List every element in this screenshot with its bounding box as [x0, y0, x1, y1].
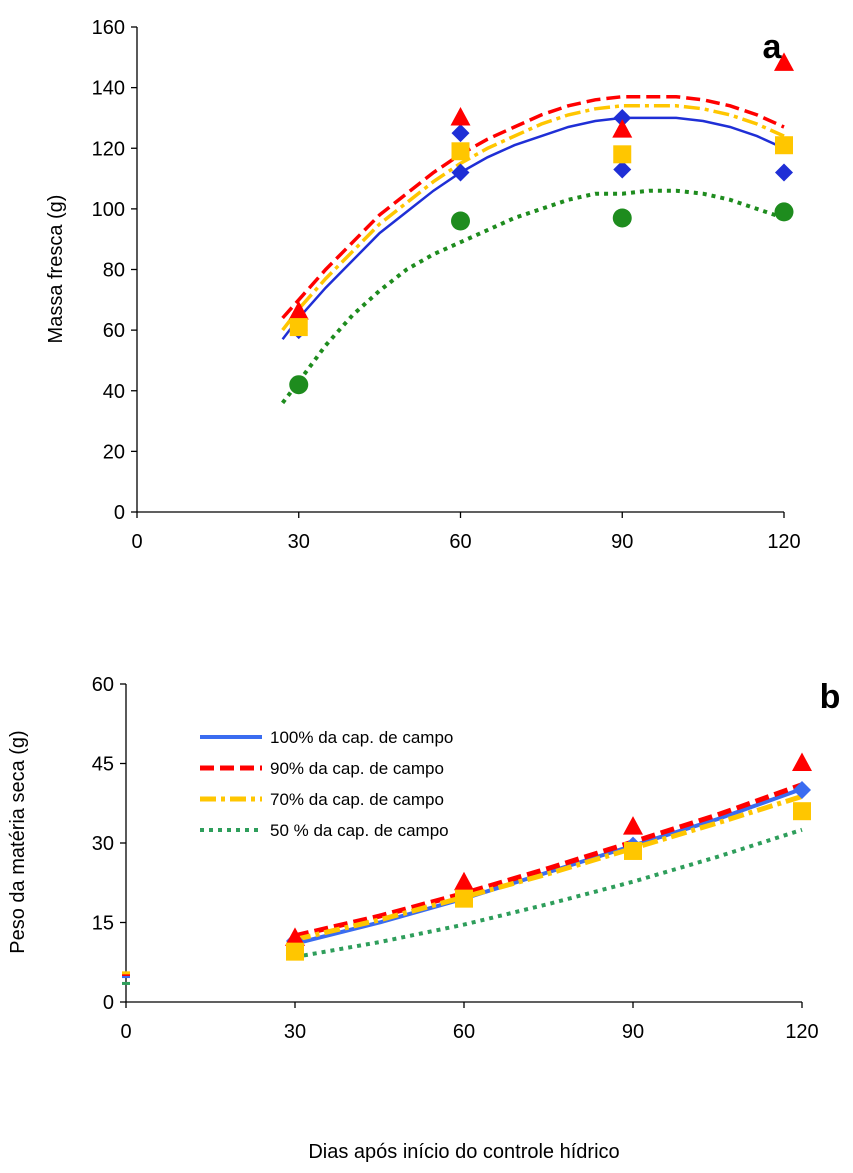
data-point [623, 816, 643, 835]
data-point [289, 375, 309, 395]
panel-label-a: a [763, 28, 783, 66]
legend-entry: 50 % da cap. de campo [270, 821, 449, 840]
x-tick-label: 120 [767, 531, 800, 553]
series-line-1 [281, 94, 785, 320]
legend-entry: 90% da cap. de campo [270, 759, 444, 778]
data-point [793, 781, 811, 799]
x-tick-label: 60 [453, 1021, 475, 1043]
x-tick-label: 0 [120, 1021, 131, 1043]
data-point [775, 163, 793, 182]
data-point [774, 202, 794, 222]
y-tick-label: 60 [92, 674, 114, 696]
y-tick-label: 15 [92, 913, 114, 935]
data-point [289, 318, 308, 337]
y-tick-label: 0 [103, 992, 114, 1014]
x-tick-label: 90 [611, 531, 633, 553]
series-line-3 [281, 188, 785, 405]
data-point [451, 124, 470, 143]
y-tick-label: 140 [92, 78, 125, 100]
data-point [613, 108, 632, 127]
series-line-3 [294, 827, 803, 959]
data-point [454, 871, 474, 891]
x-tick-label: 60 [449, 531, 471, 553]
data-point [286, 942, 304, 961]
y-tick-label: 100 [92, 199, 125, 221]
x-tick-label: 30 [284, 1021, 306, 1043]
x-axis-title-b: Dias após início do controle hídrico [308, 1141, 619, 1163]
data-point [792, 752, 812, 771]
series-line-2 [294, 794, 803, 942]
data-point [613, 160, 632, 179]
panel-label-b: b [820, 678, 841, 716]
x-tick-label: 30 [288, 531, 310, 553]
y-tick-label: 160 [92, 17, 125, 39]
series-line-2 [281, 104, 785, 332]
y-tick-label: 80 [103, 260, 125, 282]
chart-panel-b: 0 15 30 45 60 0 30 60 90 120 100% da cap. de cam… [7, 674, 840, 1163]
y-tick-label: 0 [114, 502, 125, 524]
data-point [613, 145, 632, 164]
x-tick-label: 0 [131, 531, 142, 553]
data-point [793, 802, 811, 821]
y-tick-label: 45 [92, 754, 114, 776]
legend-entry: 70% da cap. de campo [270, 790, 444, 809]
data-point [624, 841, 642, 860]
legend-entry: 100% da cap. de campo [270, 728, 453, 747]
x-tick-label: 90 [622, 1021, 644, 1043]
data-point [775, 136, 793, 155]
series-line-0 [281, 116, 785, 340]
data-point [288, 300, 309, 320]
legend: 100% da cap. de campo 90% da cap. de camp… [200, 728, 453, 840]
y-tick-label: 40 [103, 381, 125, 403]
data-point [451, 211, 470, 231]
y-axis-title-a: Massa fresca (g) [45, 195, 67, 344]
data-point [451, 163, 470, 182]
data-point [451, 142, 470, 161]
y-tick-label: 60 [103, 320, 125, 342]
data-point [455, 889, 473, 908]
data-point [612, 208, 632, 228]
chart-panel-a: 0 20 40 60 80 100 120 140 160 0 30 60 90 120 Massa f… [45, 17, 801, 553]
x-tick-label: 120 [785, 1021, 818, 1043]
y-tick-label: 30 [92, 833, 114, 855]
y-tick-label: 20 [103, 441, 125, 463]
data-point [285, 927, 305, 946]
data-point [450, 106, 471, 126]
data-point [774, 52, 794, 71]
y-tick-label: 120 [92, 138, 125, 160]
series-line-1 [294, 782, 803, 939]
y-axis-title-b: Peso da matéria seca (g) [7, 730, 29, 953]
data-point [612, 119, 633, 138]
